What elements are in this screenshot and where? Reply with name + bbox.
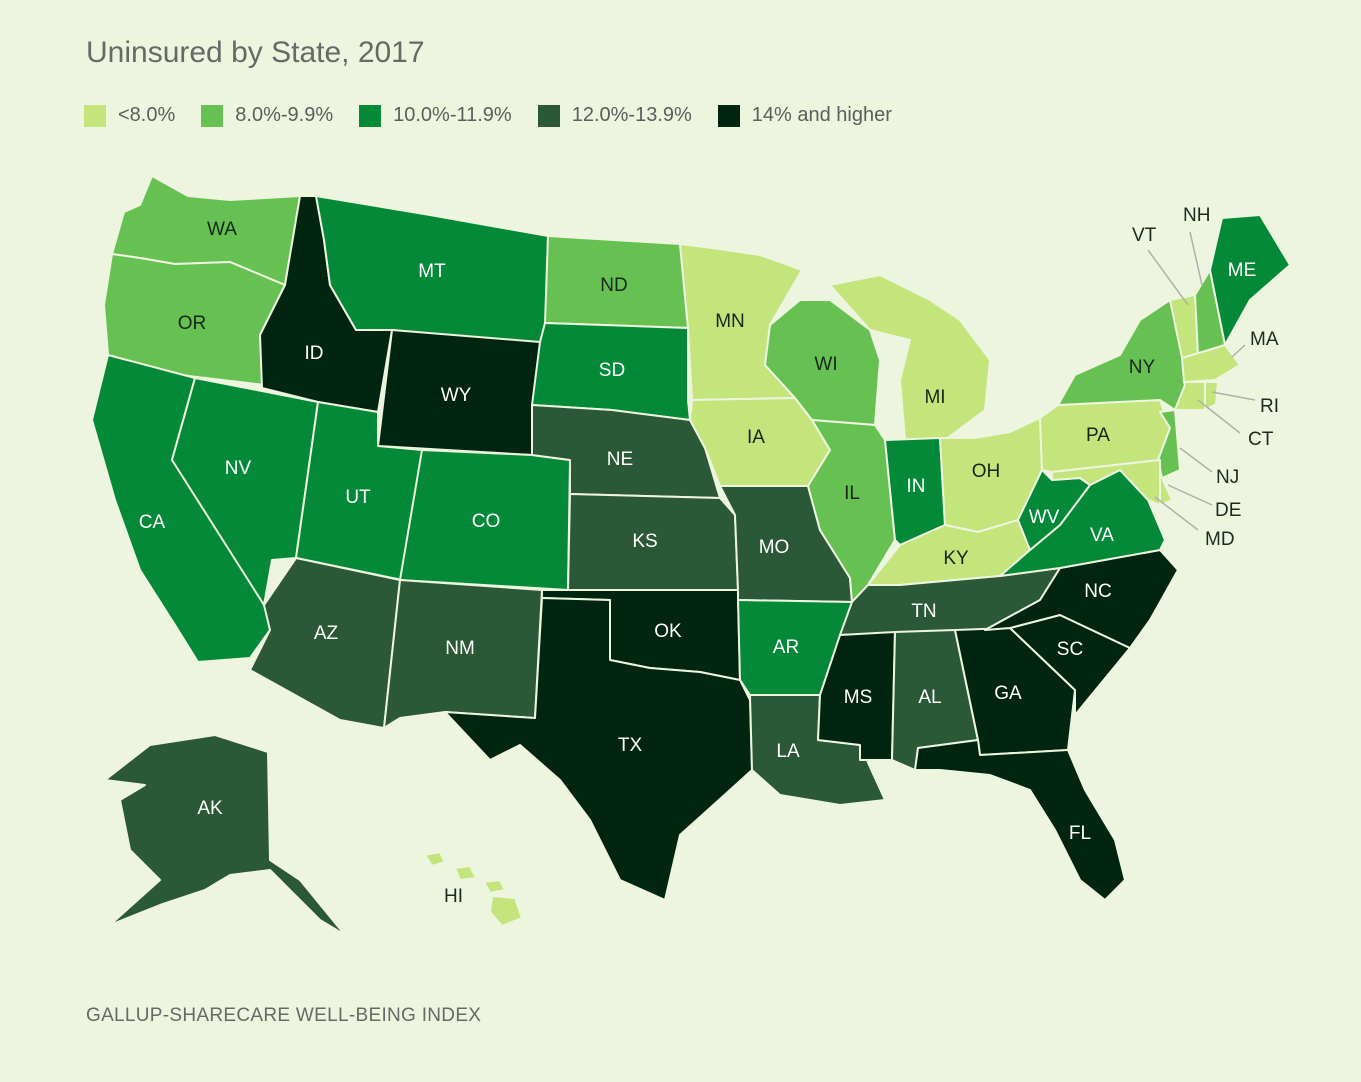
legend-label-3: 12.0%-13.9% — [571, 104, 692, 126]
state-label-me: ME — [1228, 260, 1257, 281]
state-label-wa: WA — [207, 219, 237, 240]
state-label-ak: AK — [197, 798, 223, 819]
state-ma[interactable] — [1181, 344, 1241, 383]
state-ri[interactable] — [1204, 381, 1219, 411]
state-label-nj: NJ — [1216, 467, 1239, 488]
state-label-nh: NH — [1183, 205, 1210, 226]
state-label-ut: UT — [345, 487, 371, 508]
state-label-ca: CA — [139, 512, 166, 533]
source-note: GALLUP-SHARECARE WELL-BEING INDEX — [86, 1005, 482, 1026]
legend-item-0: <8.0% — [84, 104, 175, 127]
state-label-nv: NV — [225, 458, 252, 479]
legend-swatch-4 — [717, 104, 740, 127]
legend-swatch-0 — [84, 104, 106, 127]
state-label-wy: WY — [441, 385, 472, 406]
state-label-tn: TN — [911, 601, 936, 622]
state-label-mn: MN — [715, 311, 745, 332]
state-label-wv: WV — [1029, 507, 1060, 528]
state-hi[interactable] — [424, 851, 523, 927]
state-label-fl: FL — [1069, 823, 1091, 844]
state-label-nc: NC — [1084, 581, 1111, 602]
state-label-hi: HI — [444, 886, 463, 907]
state-label-va: VA — [1090, 525, 1114, 546]
state-label-in: IN — [907, 476, 926, 497]
state-label-oh: OH — [972, 461, 1001, 482]
state-label-tx: TX — [618, 735, 643, 756]
state-ak[interactable] — [104, 734, 346, 936]
legend: <8.0% 8.0%-9.9% 10.0%-11.9% 12.0%-13.9% … — [84, 104, 918, 127]
state-label-wi: WI — [814, 354, 837, 375]
state-label-ne: NE — [607, 449, 633, 470]
state-wi[interactable] — [764, 299, 881, 426]
state-label-de: DE — [1215, 500, 1241, 521]
state-tx[interactable] — [444, 597, 753, 901]
legend-label-0: <8.0% — [118, 104, 176, 126]
legend-swatch-3 — [537, 104, 560, 127]
legend-item-1: 8.0%-9.9% — [201, 104, 333, 127]
state-label-ma: MA — [1250, 329, 1279, 350]
state-label-il: IL — [844, 483, 860, 504]
state-label-ks: KS — [632, 531, 657, 552]
state-shapes — [91, 175, 1291, 936]
state-label-az: AZ — [314, 623, 339, 644]
state-ny[interactable] — [1057, 299, 1186, 411]
state-label-ms: MS — [844, 687, 873, 708]
state-label-mo: MO — [759, 537, 790, 558]
state-label-sc: SC — [1057, 639, 1083, 660]
state-label-pa: PA — [1086, 425, 1110, 446]
map-title: Uninsured by State, 2017 — [86, 36, 425, 69]
state-label-nd: ND — [600, 275, 627, 296]
legend-item-4: 14% and higher — [717, 104, 892, 127]
state-label-ia: IA — [747, 427, 765, 448]
state-fl[interactable] — [914, 739, 1126, 901]
state-label-ok: OK — [654, 621, 682, 642]
state-label-ky: KY — [943, 548, 969, 569]
legend-item-3: 12.0%-13.9% — [537, 104, 692, 127]
state-label-ct: CT — [1248, 429, 1274, 450]
leader-lines — [1147, 231, 1256, 531]
legend-swatch-1 — [201, 104, 224, 127]
state-label-al: AL — [918, 687, 941, 708]
state-label-mi: MI — [924, 387, 945, 408]
state-label-or: OR — [178, 313, 207, 334]
state-label-co: CO — [472, 511, 501, 532]
state-md[interactable] — [1051, 459, 1161, 506]
state-label-mt: MT — [418, 261, 446, 282]
legend-label-4: 14% and higher — [751, 104, 892, 126]
state-mi[interactable] — [829, 274, 991, 441]
state-label-md: MD — [1205, 529, 1235, 550]
state-labels: WA OR CA ID NV MT WY UT CO AZ NM ND SD NE KS OK TX MN IA MO… — [139, 205, 1279, 907]
state-label-ri: RI — [1260, 396, 1279, 417]
state-label-nm: NM — [445, 638, 475, 659]
state-ct[interactable] — [1174, 381, 1206, 411]
state-label-la: LA — [776, 741, 800, 762]
state-label-ar: AR — [773, 637, 799, 658]
state-label-ny: NY — [1129, 357, 1156, 378]
legend-label-1: 8.0%-9.9% — [235, 104, 334, 126]
legend-swatch-2 — [359, 104, 382, 127]
state-label-sd: SD — [599, 360, 625, 381]
legend-item-2: 10.0%-11.9% — [359, 104, 512, 127]
legend-label-2: 10.0%-11.9% — [393, 104, 512, 126]
state-label-id: ID — [305, 343, 324, 364]
state-label-ga: GA — [994, 683, 1022, 704]
state-label-vt: VT — [1132, 225, 1157, 246]
